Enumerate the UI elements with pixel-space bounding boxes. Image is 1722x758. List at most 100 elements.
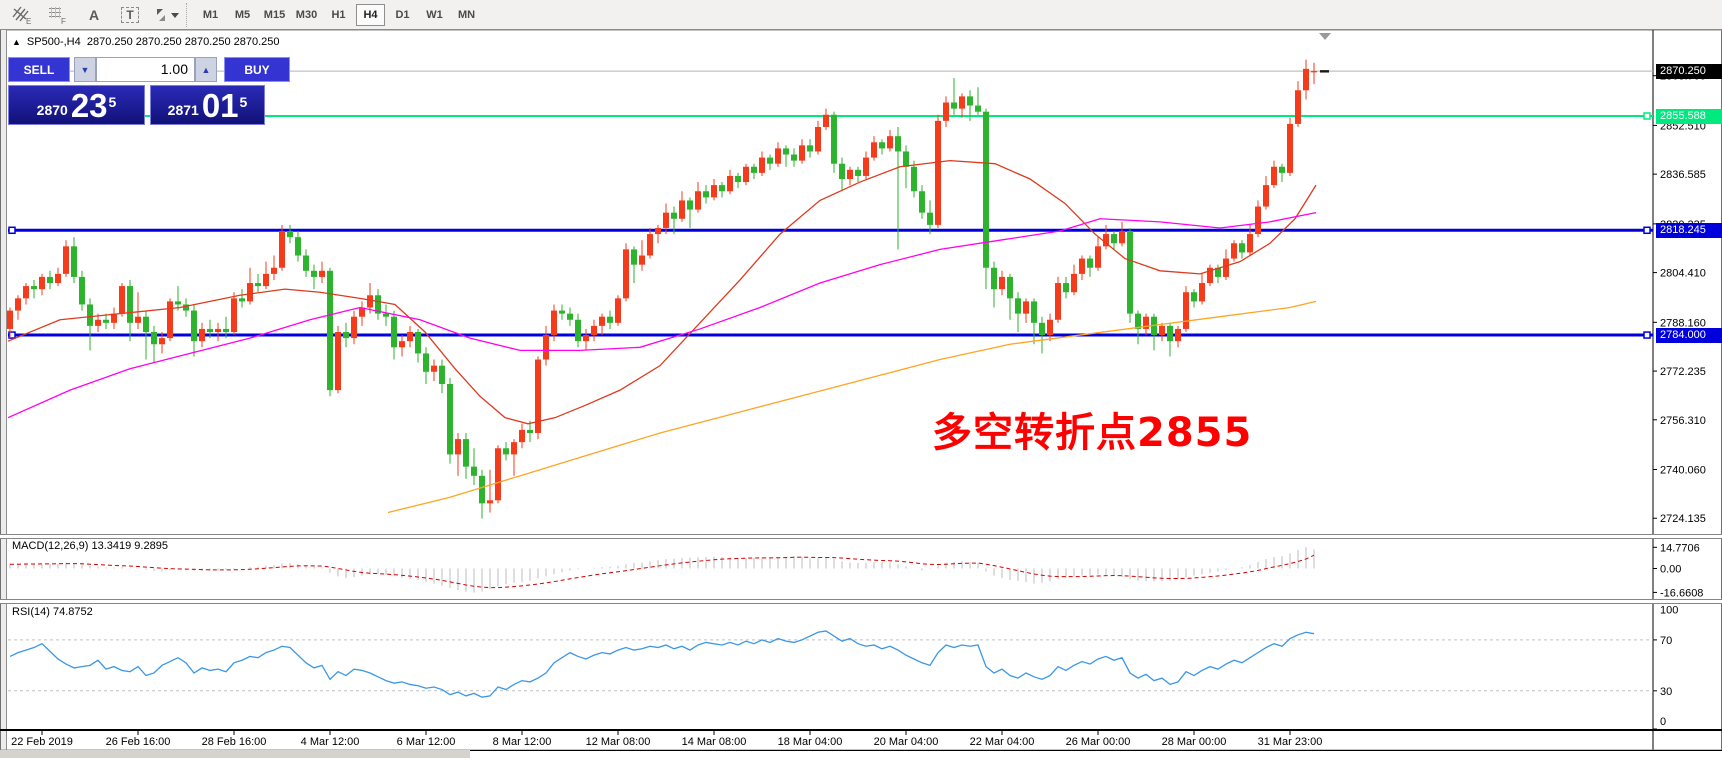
candle-body (1119, 231, 1125, 244)
sell-price-sup: 5 (108, 94, 117, 110)
candle-body (1199, 283, 1205, 302)
buy-button[interactable]: BUY (224, 57, 290, 82)
volume-input[interactable]: 1.00 (96, 57, 195, 82)
candle-body (279, 231, 285, 268)
svg-text:E: E (26, 17, 31, 25)
arrange-objects-icon (157, 9, 179, 21)
timeframe-button-d1[interactable]: D1 (395, 9, 410, 21)
chart-pattern-tool-button[interactable]: E (6, 3, 38, 27)
candle-body (871, 142, 877, 158)
volume-increase-button[interactable]: ▲ (195, 57, 217, 82)
macd-axis-label: 14.7706 (1660, 542, 1700, 554)
candle-body (391, 316, 397, 348)
timeframe-button-m5[interactable]: M5 (234, 9, 251, 21)
candle-body (799, 145, 805, 161)
arrange-objects-tool-button[interactable] (150, 3, 182, 27)
timeframe-button-h1[interactable]: H1 (331, 9, 346, 21)
timeframe-button-mn[interactable]: MN (457, 9, 476, 21)
candle-body (1095, 246, 1101, 268)
rsi-axis-separator (0, 729, 1722, 731)
timeframe-button-m15[interactable]: M15 (263, 9, 286, 21)
timeframe-button-w1[interactable]: W1 (426, 9, 443, 21)
chart-annotation-text[interactable]: 多空转折点2855 (932, 410, 1253, 456)
green-level-line-anchor-right[interactable] (1643, 112, 1651, 120)
candle-body (343, 331, 349, 339)
candle-body (1079, 258, 1085, 274)
candle-body (671, 212, 677, 219)
sell-button[interactable]: SELL (8, 57, 70, 82)
candle-body (559, 310, 565, 314)
candle-body (583, 335, 589, 342)
candle-body (535, 359, 541, 433)
macd-rsi-separator[interactable] (0, 599, 1722, 604)
fractals-grid-tool-button[interactable]: F (42, 3, 74, 27)
candle-body (575, 319, 581, 342)
candle-body (855, 169, 861, 176)
price-axis-label: 2804.410 (1660, 268, 1706, 280)
ma-fast-line (7, 159, 1317, 425)
candle-body (831, 114, 837, 164)
svg-text:F: F (61, 17, 66, 25)
candle-body (287, 231, 293, 238)
dotted-grid-icon: F (49, 7, 66, 25)
candle-body (751, 166, 757, 173)
caret-down-icon: ▼ (80, 64, 90, 75)
candle-body (1247, 234, 1253, 253)
price-axis-label: 2772.235 (1660, 366, 1706, 378)
candle-body (199, 328, 205, 342)
candle-body (431, 365, 437, 372)
candle-body (455, 439, 461, 455)
volume-decrease-button[interactable]: ▼ (74, 57, 96, 82)
candle-body (639, 255, 645, 265)
candle-body (983, 111, 989, 268)
candle-body (111, 313, 117, 323)
timeframe-button-m30[interactable]: M30 (295, 9, 318, 21)
candle-body (15, 298, 21, 311)
sell-price-big: 23 (70, 87, 108, 124)
window-left-edge (0, 30, 7, 758)
candle-body (903, 151, 909, 167)
candle-body (967, 96, 973, 106)
candle-body (911, 166, 917, 192)
chart-shift-marker-icon[interactable] (1319, 33, 1331, 40)
candle-body (647, 234, 653, 256)
main-macd-separator[interactable] (0, 534, 1722, 539)
candle-body (735, 175, 741, 183)
blue-level-line-upper-anchor-left[interactable] (8, 226, 16, 235)
candle-body (127, 286, 133, 323)
timeframe-button-m1[interactable]: M1 (202, 9, 219, 21)
text-label-tool-button[interactable]: A (78, 3, 110, 27)
scrollbar-track[interactable] (470, 750, 1722, 758)
horizontal-scrollbar[interactable] (0, 750, 1722, 758)
price-badge-2855.588: 2855.588 (1656, 108, 1722, 124)
ma-mid-line (7, 212, 1317, 419)
candle-body (295, 237, 301, 256)
symbol-collapse-icon[interactable]: ▲ (12, 37, 21, 47)
buy-price-panel[interactable]: 2871 01 5 (150, 85, 265, 125)
candle-body (991, 267, 997, 290)
timeframe-button-h4[interactable]: H4 (356, 4, 385, 26)
candle-body (719, 185, 725, 192)
candle-body (495, 448, 501, 501)
blue-level-line-lower-anchor-left[interactable] (8, 331, 16, 339)
rsi-label: RSI(14) 74.8752 (12, 606, 93, 618)
candle-body (1055, 283, 1061, 320)
candle-body (1263, 185, 1269, 207)
candle-body (55, 273, 61, 284)
blue-level-line-upper-anchor-right[interactable] (1643, 226, 1651, 235)
time-axis-label: 22 Mar 04:00 (969, 736, 1035, 748)
candle-body (511, 442, 517, 455)
candle-body (1031, 301, 1037, 323)
candle-body (807, 145, 813, 152)
sell-price-panel[interactable]: 2870 23 5 (8, 85, 145, 125)
text-box-tool-button[interactable]: T (114, 3, 146, 27)
blue-level-line-lower-anchor-right[interactable] (1643, 331, 1651, 339)
candle-body (359, 307, 365, 317)
candle-body (623, 249, 629, 299)
candle-body (303, 255, 309, 271)
ma-slow-line (387, 300, 1317, 514)
candle-body (1127, 231, 1133, 314)
candle-body (487, 500, 493, 504)
candle-body (383, 313, 389, 317)
price-axis-label: 2740.060 (1660, 465, 1706, 477)
